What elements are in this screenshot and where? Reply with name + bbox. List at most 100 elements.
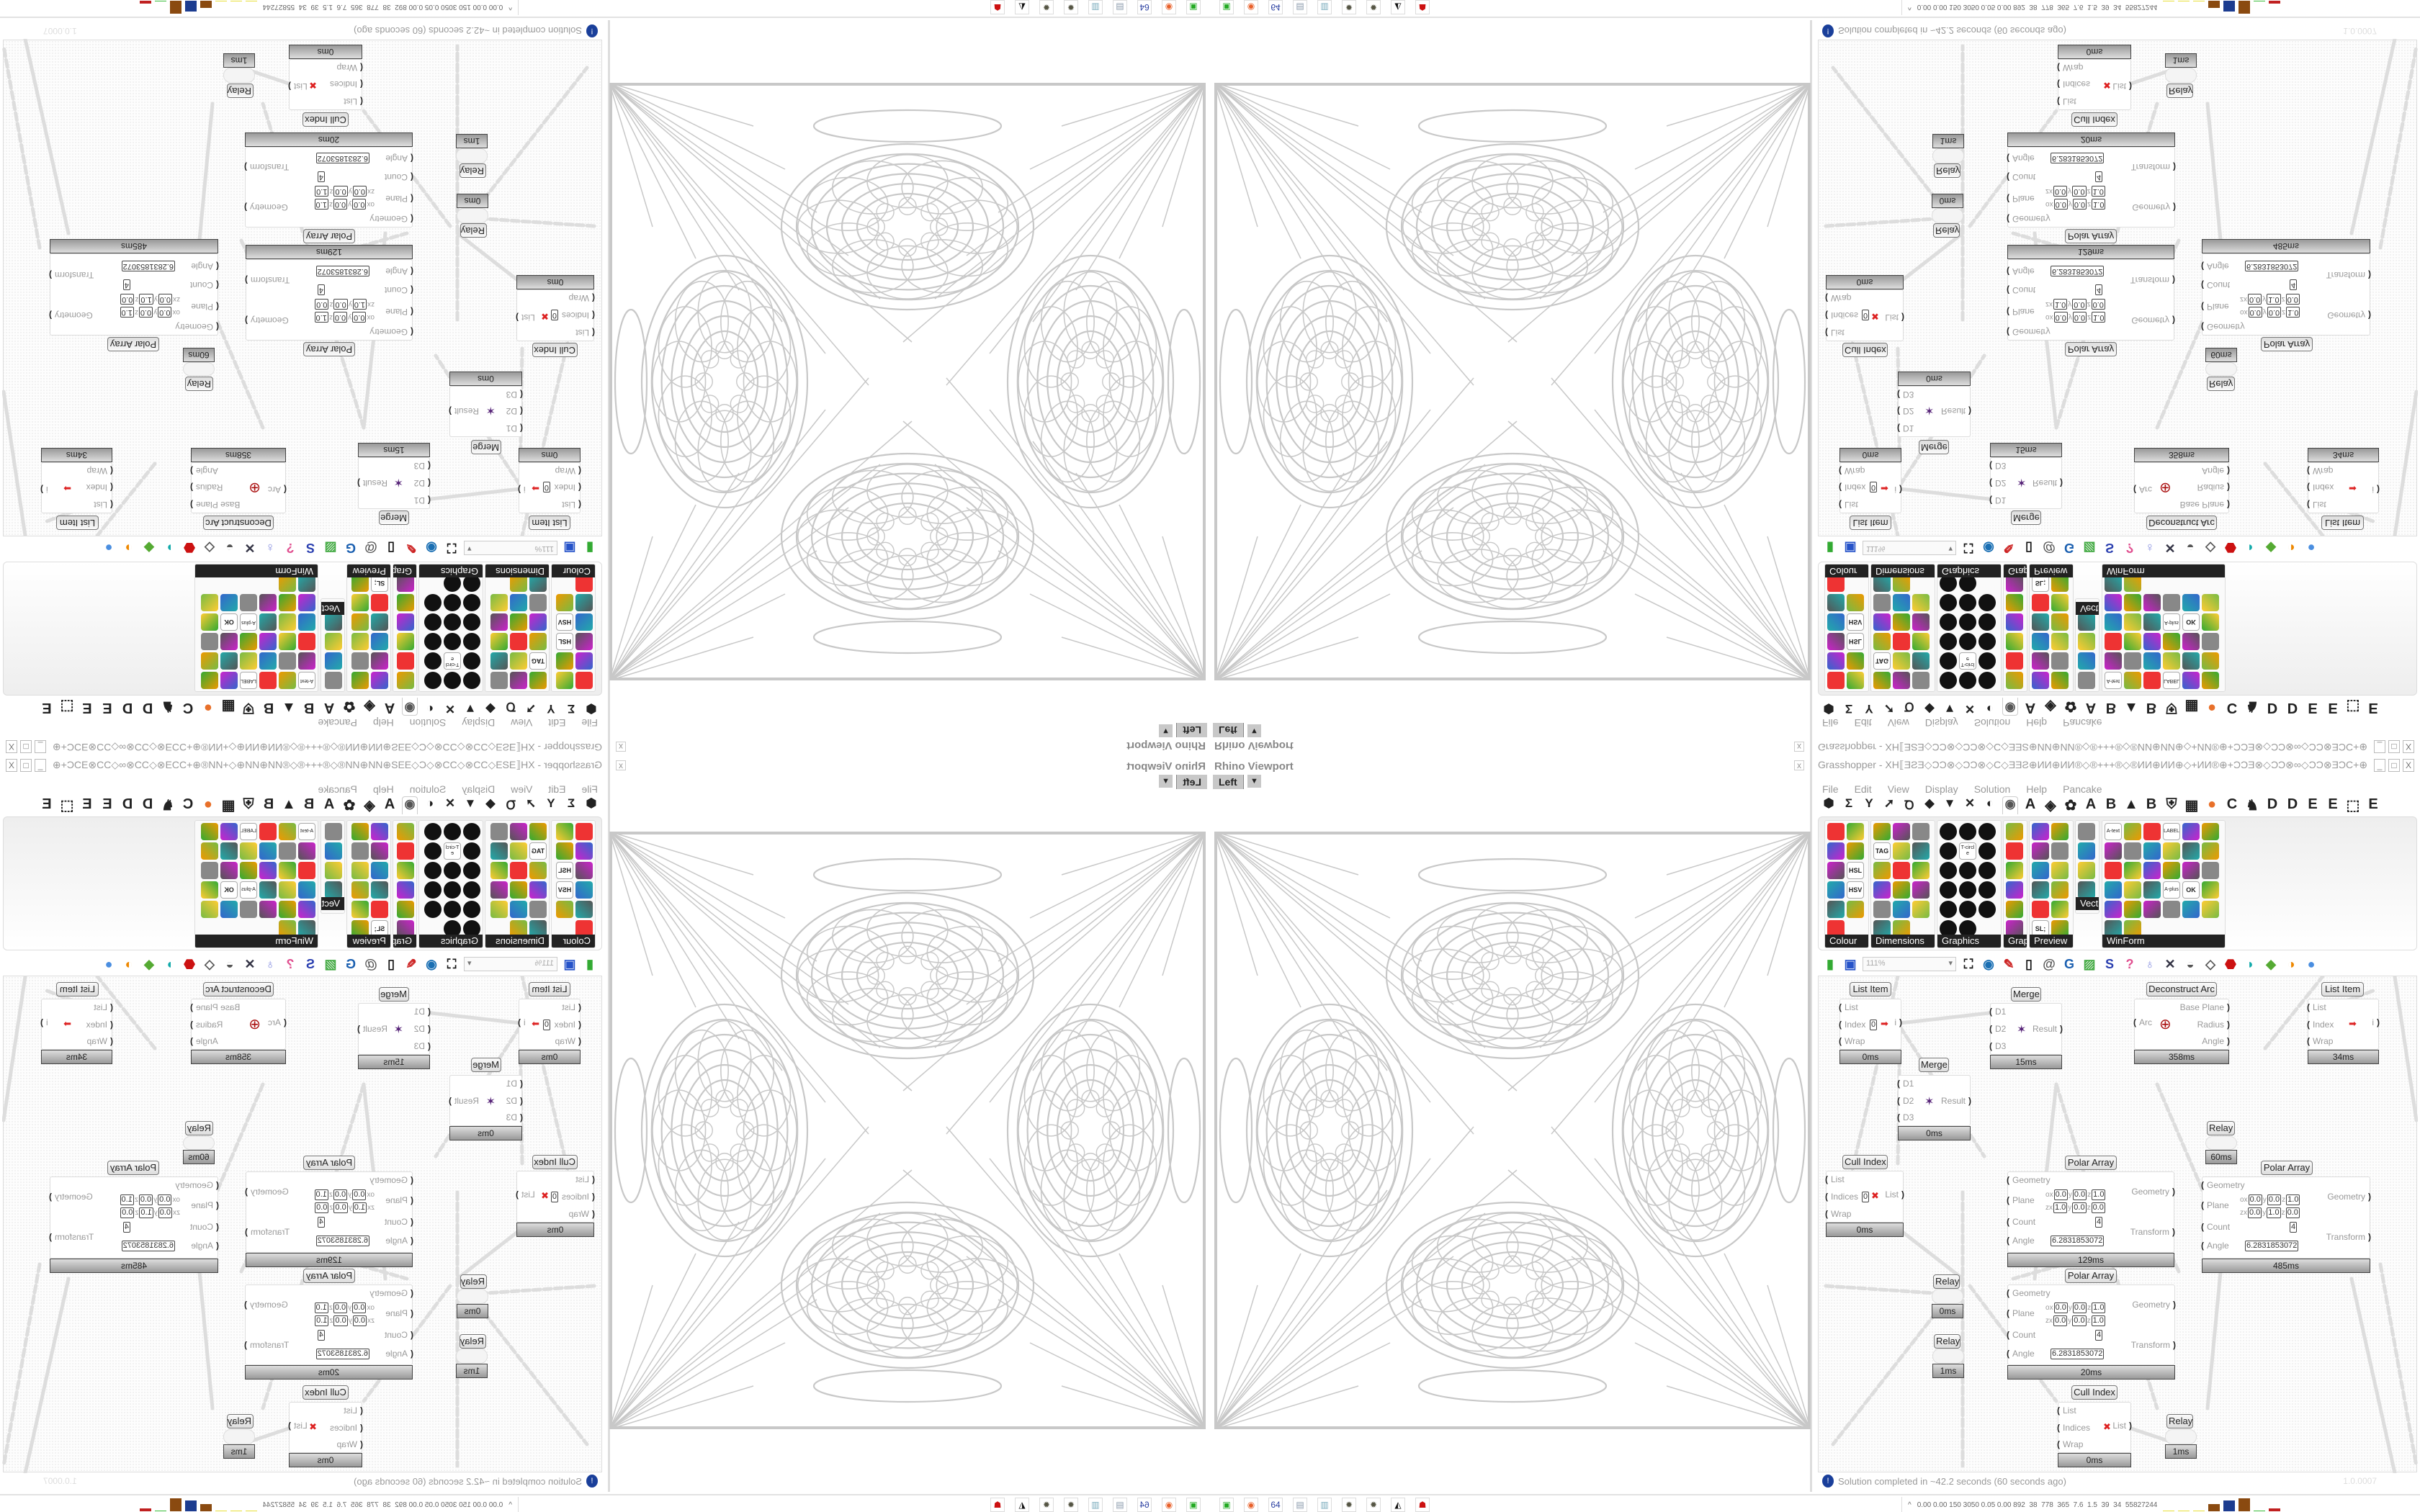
output-geometry[interactable]: Geometry xyxy=(2327,1192,2370,1202)
mesh-green-icon[interactable]: ◆ xyxy=(144,956,154,971)
output-transform[interactable]: Transform xyxy=(2131,162,2170,172)
zoom-level-select[interactable]: 111% ▾ xyxy=(464,541,557,555)
box-dimension-icon[interactable] xyxy=(1912,652,1930,670)
input-index[interactable]: Index xyxy=(2313,483,2334,493)
menu-view[interactable]: View xyxy=(511,783,533,795)
plane-plane_o-1[interactable]: 0.0 xyxy=(2072,312,2087,323)
zoom-extents-icon[interactable]: ⛶ xyxy=(1963,541,1973,556)
menu-help[interactable]: Help xyxy=(372,783,394,795)
preview-wire-icon[interactable]: ◒ xyxy=(225,956,234,971)
mesh-icon[interactable]: ▼ xyxy=(464,796,477,810)
relay-1-component[interactable] xyxy=(2205,1136,2237,1150)
plugin-d2-icon[interactable]: D xyxy=(2287,700,2298,716)
merge-title[interactable]: Merge xyxy=(379,510,409,525)
group-label[interactable]: Graphics xyxy=(419,564,483,577)
line-dimension-icon[interactable] xyxy=(1893,842,1910,860)
marker-dimension-icon[interactable] xyxy=(510,862,527,879)
plane-plane_z-0[interactable]: 1.0 xyxy=(352,299,367,310)
angle-value[interactable]: 6.2831853072 xyxy=(2051,266,2105,276)
relay-title[interactable]: Relay xyxy=(185,377,213,391)
intersect-icon[interactable]: ✕ xyxy=(1964,702,1976,716)
toggle-icon[interactable] xyxy=(201,594,218,611)
grid-icon[interactable]: ▦ xyxy=(2184,698,2199,714)
frame-circle-icon[interactable] xyxy=(424,652,442,670)
plane-plane_z-1[interactable]: 0.0 xyxy=(2072,1315,2087,1326)
display-eye-icon[interactable]: ◉ xyxy=(402,698,418,716)
group-label[interactable]: Vect... xyxy=(321,897,344,910)
view-selector[interactable]: Left xyxy=(1213,775,1244,789)
landscape-icon[interactable] xyxy=(2051,842,2069,860)
input-angle[interactable]: Angle xyxy=(385,266,408,276)
plane-plane_o-2[interactable]: 1.0 xyxy=(2092,1302,2106,1313)
merge-title[interactable]: Merge xyxy=(2011,987,2041,1002)
red-blobs-icon[interactable] xyxy=(371,613,388,631)
menu-view[interactable]: View xyxy=(1887,717,1909,729)
link-circle-icon[interactable] xyxy=(1959,613,1976,631)
input-d2[interactable]: D2 xyxy=(506,407,517,417)
cull-index-1-component[interactable]: ListIndicesWrap0✖List xyxy=(1826,289,1904,341)
hsv-icon[interactable]: HSV xyxy=(1847,881,1864,899)
relay-2-component[interactable] xyxy=(1932,208,1963,223)
pie-icon[interactable] xyxy=(240,633,257,650)
cluster-at-icon[interactable]: @ xyxy=(364,541,377,556)
dimension-linear-icon[interactable] xyxy=(1893,823,1910,840)
menu-file[interactable]: File xyxy=(1822,783,1839,795)
save-icon[interactable]: ▣ xyxy=(1844,956,1857,971)
cull-index-title[interactable]: Cull Index xyxy=(2071,1385,2118,1400)
firefox-icon[interactable]: ◉ xyxy=(1244,0,1258,14)
plane-plane_z-2[interactable]: 1.0 xyxy=(315,1315,329,1326)
cull-index-1-component[interactable]: ListIndicesWrap0✖List xyxy=(516,1171,594,1223)
input-geometry[interactable]: Geometry xyxy=(2207,322,2245,332)
indices-value[interactable]: 0 xyxy=(550,310,558,320)
maximize-button[interactable]: □ xyxy=(20,740,32,753)
relay-title[interactable]: Relay xyxy=(2207,1121,2235,1135)
shield-icon[interactable]: ⛨ xyxy=(243,700,254,716)
preview-eye-icon[interactable]: ◉ xyxy=(1983,956,1994,971)
deconstruct-arc-component[interactable]: Arc⊕Base PlaneRadiusAngle xyxy=(2134,462,2229,513)
viewport-close-button[interactable]: x xyxy=(1794,742,1804,752)
a-plus-icon[interactable]: A-plus xyxy=(2163,613,2180,631)
bracket-dimension-icon[interactable] xyxy=(490,862,508,879)
tag-delete-icon[interactable] xyxy=(529,823,547,840)
input-angle[interactable]: Angle xyxy=(2007,1236,2035,1246)
orange-gem-icon[interactable] xyxy=(371,823,388,840)
nest-box-icon[interactable] xyxy=(279,613,296,631)
preview-shaded-icon[interactable]: ◇ xyxy=(2205,956,2215,971)
plugin-d-icon[interactable]: D xyxy=(142,796,153,812)
legend-icon[interactable] xyxy=(397,842,414,860)
output-i[interactable]: i xyxy=(2372,1017,2379,1027)
group-label[interactable]: Vect... xyxy=(321,602,344,615)
plane-plane_z-1[interactable]: 0.0 xyxy=(333,186,348,197)
asterisk-circle-icon[interactable] xyxy=(424,633,442,650)
plane-plane_z-2[interactable]: 1.0 xyxy=(2091,1315,2105,1326)
bake-icon[interactable]: ▯ xyxy=(387,541,395,556)
input-geometry[interactable]: Geometry xyxy=(369,214,408,224)
output-list[interactable]: List xyxy=(2112,1421,2131,1431)
mesh-green-icon[interactable]: ◆ xyxy=(144,541,154,556)
list-item-1-component[interactable]: ListIndexWrap0➡i xyxy=(1839,999,1901,1050)
menu-edit[interactable]: Edit xyxy=(548,783,566,795)
relay-title[interactable]: Relay xyxy=(1934,1334,1960,1349)
maximize-button[interactable]: □ xyxy=(2388,740,2400,753)
curve-dimension-icon[interactable] xyxy=(510,901,527,918)
table-icon[interactable] xyxy=(240,594,257,611)
floppy-64-icon[interactable]: 64 xyxy=(1268,1498,1283,1512)
a-plus-icon[interactable]: A-plus xyxy=(2163,881,2180,899)
input-d2[interactable]: D2 xyxy=(1995,478,2006,488)
input-list[interactable]: List xyxy=(1839,1002,1858,1012)
group-label[interactable]: Graphics xyxy=(1937,935,2001,948)
input-d1[interactable]: D1 xyxy=(506,423,517,433)
plane-plane_o-1[interactable]: 0.0 xyxy=(333,1302,348,1313)
zoom-level-select[interactable]: 111% ▾ xyxy=(1863,957,1956,971)
minimize-button[interactable]: _ xyxy=(2374,759,2385,772)
output-list[interactable]: List xyxy=(521,312,535,323)
relay-1-component[interactable] xyxy=(183,1136,215,1150)
menu-edit[interactable]: Edit xyxy=(1854,717,1872,729)
plane-plane_z-1[interactable]: 0.0 xyxy=(333,1315,348,1326)
hatch-icon[interactable] xyxy=(298,652,315,670)
group-label[interactable]: Vect... xyxy=(2076,602,2099,615)
relay-1-component[interactable] xyxy=(183,362,215,376)
ring-icon[interactable] xyxy=(463,881,480,899)
count-value[interactable]: 4 xyxy=(2095,284,2103,295)
legend-icon[interactable] xyxy=(2006,842,2023,860)
